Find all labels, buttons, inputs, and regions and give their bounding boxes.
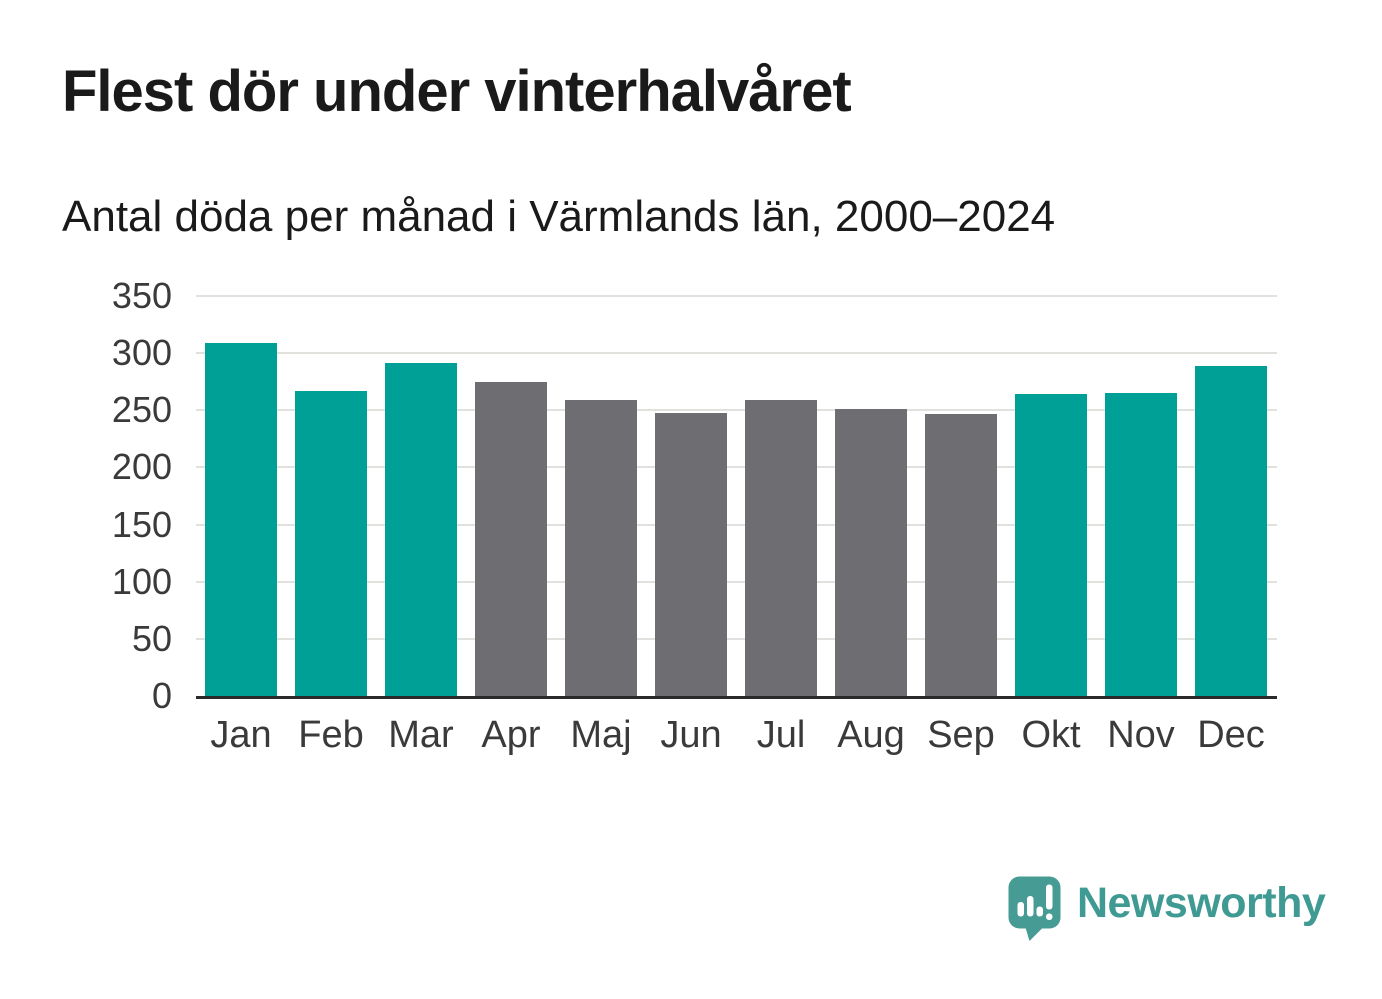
- x-axis-label-jul: Jul: [756, 714, 806, 756]
- gridline-100: [196, 580, 1277, 583]
- chart-subtitle: Antal döda per månad i Värmlands län, 20…: [62, 192, 1056, 241]
- bar-jul: [745, 400, 817, 696]
- y-axis-tick-label: 100: [111, 560, 172, 602]
- x-axis-label-nov: Nov: [1107, 714, 1175, 756]
- x-axis-label-dec: Dec: [1197, 714, 1265, 756]
- newsworthy-logo-text: Newsworthy: [1077, 879, 1326, 927]
- x-axis-labels: Jan Feb Mar Apr Maj Jun Jul Aug Sep Okt Nov Dec: [196, 714, 1277, 757]
- plot-area: [196, 295, 1277, 699]
- y-axis-tick-label: 200: [111, 446, 172, 488]
- bar-maj: [565, 400, 637, 696]
- x-axis-label-maj: Maj: [570, 714, 632, 756]
- gridline-50: [196, 637, 1277, 640]
- gridline-350: [196, 295, 1277, 297]
- x-axis-label-jan: Jan: [210, 714, 272, 756]
- y-axis-tick-label: 300: [111, 332, 172, 374]
- bar-dec: [1195, 365, 1267, 696]
- x-axis-label-mar: Mar: [388, 714, 454, 756]
- bar-nov: [1105, 393, 1177, 696]
- x-axis-label-apr: Apr: [481, 714, 541, 756]
- gridlines: [196, 295, 1277, 696]
- newsworthy-logo: Newsworthy: [1008, 876, 1326, 941]
- bar-aug: [835, 409, 907, 696]
- y-axis-tick-label: 150: [111, 503, 172, 545]
- bar-apr: [475, 381, 547, 696]
- x-axis-label-okt: Okt: [1021, 714, 1081, 756]
- x-axis-label-aug: Aug: [837, 714, 905, 756]
- y-axis-tick-label: 0: [151, 675, 172, 716]
- bar-okt: [1015, 394, 1087, 696]
- x-axis-label-feb: Feb: [298, 714, 364, 756]
- gridline-300: [196, 352, 1277, 355]
- chart-title: Flest dör under vinterhalvåret: [62, 59, 852, 124]
- x-axis-label-sep: Sep: [927, 714, 995, 756]
- bar-sep: [925, 413, 997, 696]
- bar-mar: [385, 363, 457, 696]
- bar-feb: [295, 390, 367, 696]
- y-axis-tick-label: 350: [111, 275, 172, 316]
- bar-jun: [655, 412, 727, 696]
- bar-series: [196, 296, 1277, 696]
- gridline-250: [196, 409, 1277, 412]
- gridline-200: [196, 466, 1277, 469]
- x-axis-label-jun: Jun: [660, 714, 722, 756]
- y-axis-tick-label: 250: [111, 389, 172, 431]
- y-axis-tick-label: 50: [131, 617, 172, 659]
- chart-speech-bubble-icon: [1008, 876, 1061, 941]
- x-axis: Jan Feb Mar Apr Maj Jun Jul Aug Sep Okt Nov Dec: [196, 714, 1277, 757]
- gridline-150: [196, 523, 1277, 526]
- bar-jan: [205, 342, 277, 696]
